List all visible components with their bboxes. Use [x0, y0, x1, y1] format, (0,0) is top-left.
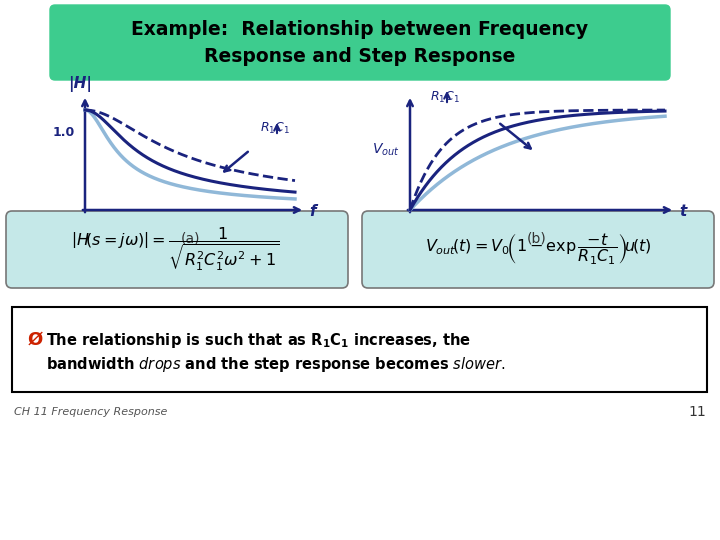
- Text: t: t: [679, 205, 686, 219]
- Text: |H|: |H|: [68, 76, 92, 92]
- Text: 11: 11: [688, 405, 706, 419]
- Text: Example:  Relationship between Frequency
Response and Step Response: Example: Relationship between Frequency …: [132, 20, 588, 66]
- FancyBboxPatch shape: [6, 211, 348, 288]
- Text: $\left|H\!\left(s=j\omega\right)\right|=\dfrac{1}{\sqrt{R_1^2C_1^2\omega^2+1}}$: $\left|H\!\left(s=j\omega\right)\right|=…: [71, 225, 279, 273]
- Text: The relationship is such that as $\mathbf{R_1C_1}$ increases, the: The relationship is such that as $\mathb…: [46, 330, 471, 349]
- Text: CH 11 Frequency Response: CH 11 Frequency Response: [14, 407, 167, 417]
- Text: 1.0: 1.0: [53, 125, 75, 138]
- Text: Ø: Ø: [28, 331, 43, 349]
- Text: f: f: [309, 205, 315, 219]
- FancyBboxPatch shape: [12, 307, 707, 392]
- Text: (a): (a): [180, 232, 199, 246]
- Text: $R_1C_1$: $R_1C_1$: [430, 90, 460, 105]
- Text: (b): (b): [527, 232, 547, 246]
- Text: $V_{out}$: $V_{out}$: [372, 142, 400, 158]
- Text: $R_1C_1$: $R_1C_1$: [260, 121, 290, 136]
- FancyBboxPatch shape: [50, 5, 670, 80]
- Text: $V_{out}\!\left(t\right)=V_0\!\left(1-\exp\dfrac{-t}{R_1C_1}\right)\!u\!\left(t\: $V_{out}\!\left(t\right)=V_0\!\left(1-\e…: [425, 231, 652, 267]
- FancyBboxPatch shape: [362, 211, 714, 288]
- Text: bandwidth $\it{drops}$ and the step response becomes $\it{slower.}$: bandwidth $\it{drops}$ and the step resp…: [46, 355, 505, 375]
